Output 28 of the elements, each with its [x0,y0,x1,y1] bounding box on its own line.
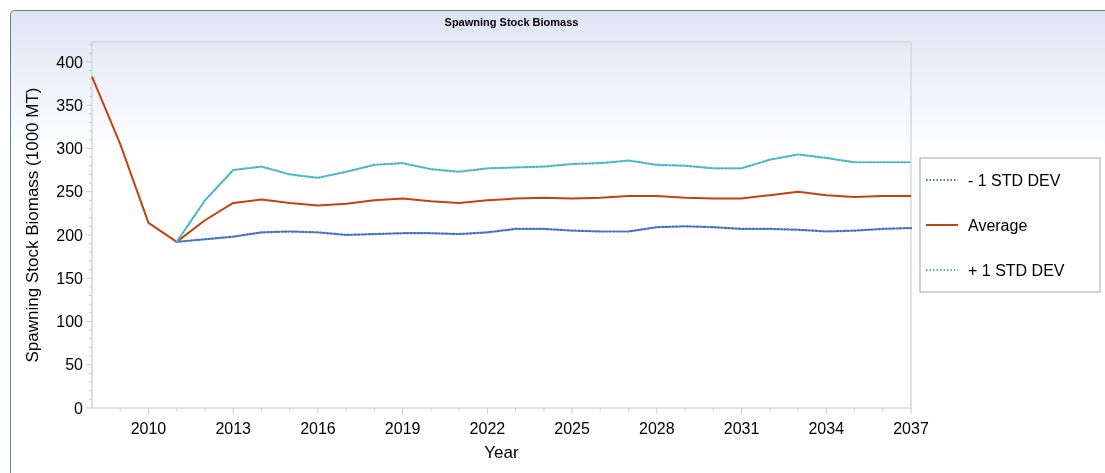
y-tick-label: 100 [56,313,84,331]
y-axis-title: Spawning Stock Biomass (1000 MT) [23,87,42,363]
y-tick-label: 0 [74,399,84,417]
y-tick-label: 200 [56,226,84,244]
x-tick-label: 2019 [384,420,421,437]
line-series [175,153,913,243]
y-tick-label: 300 [56,140,84,158]
legend-label: Average [968,216,1028,234]
y-tick-label: 400 [56,53,84,71]
x-tick-label: 2013 [215,420,252,437]
y-tick-label: 50 [65,356,84,374]
chart-title: Spawning Stock Biomass [444,16,579,28]
y-tick-label: 250 [56,183,84,201]
legend-label: + 1 STD DEV [968,261,1065,279]
y-tick-label: 350 [56,96,84,114]
x-tick-label: 2028 [639,420,675,437]
x-tick-label: 2031 [723,420,760,437]
x-tick-label: 2016 [300,420,336,437]
x-tick-label: 2022 [469,420,506,437]
x-tick-label: 2010 [130,420,167,437]
line-series [175,225,913,243]
x-axis-title: Year [484,443,520,462]
line-series [91,75,912,243]
y-tick-label: 150 [56,269,84,287]
x-tick-label: 2025 [554,420,590,437]
x-tick-label: 2034 [808,420,845,437]
x-tick-label: 2037 [893,420,929,437]
legend-label: - 1 STD DEV [968,171,1061,189]
